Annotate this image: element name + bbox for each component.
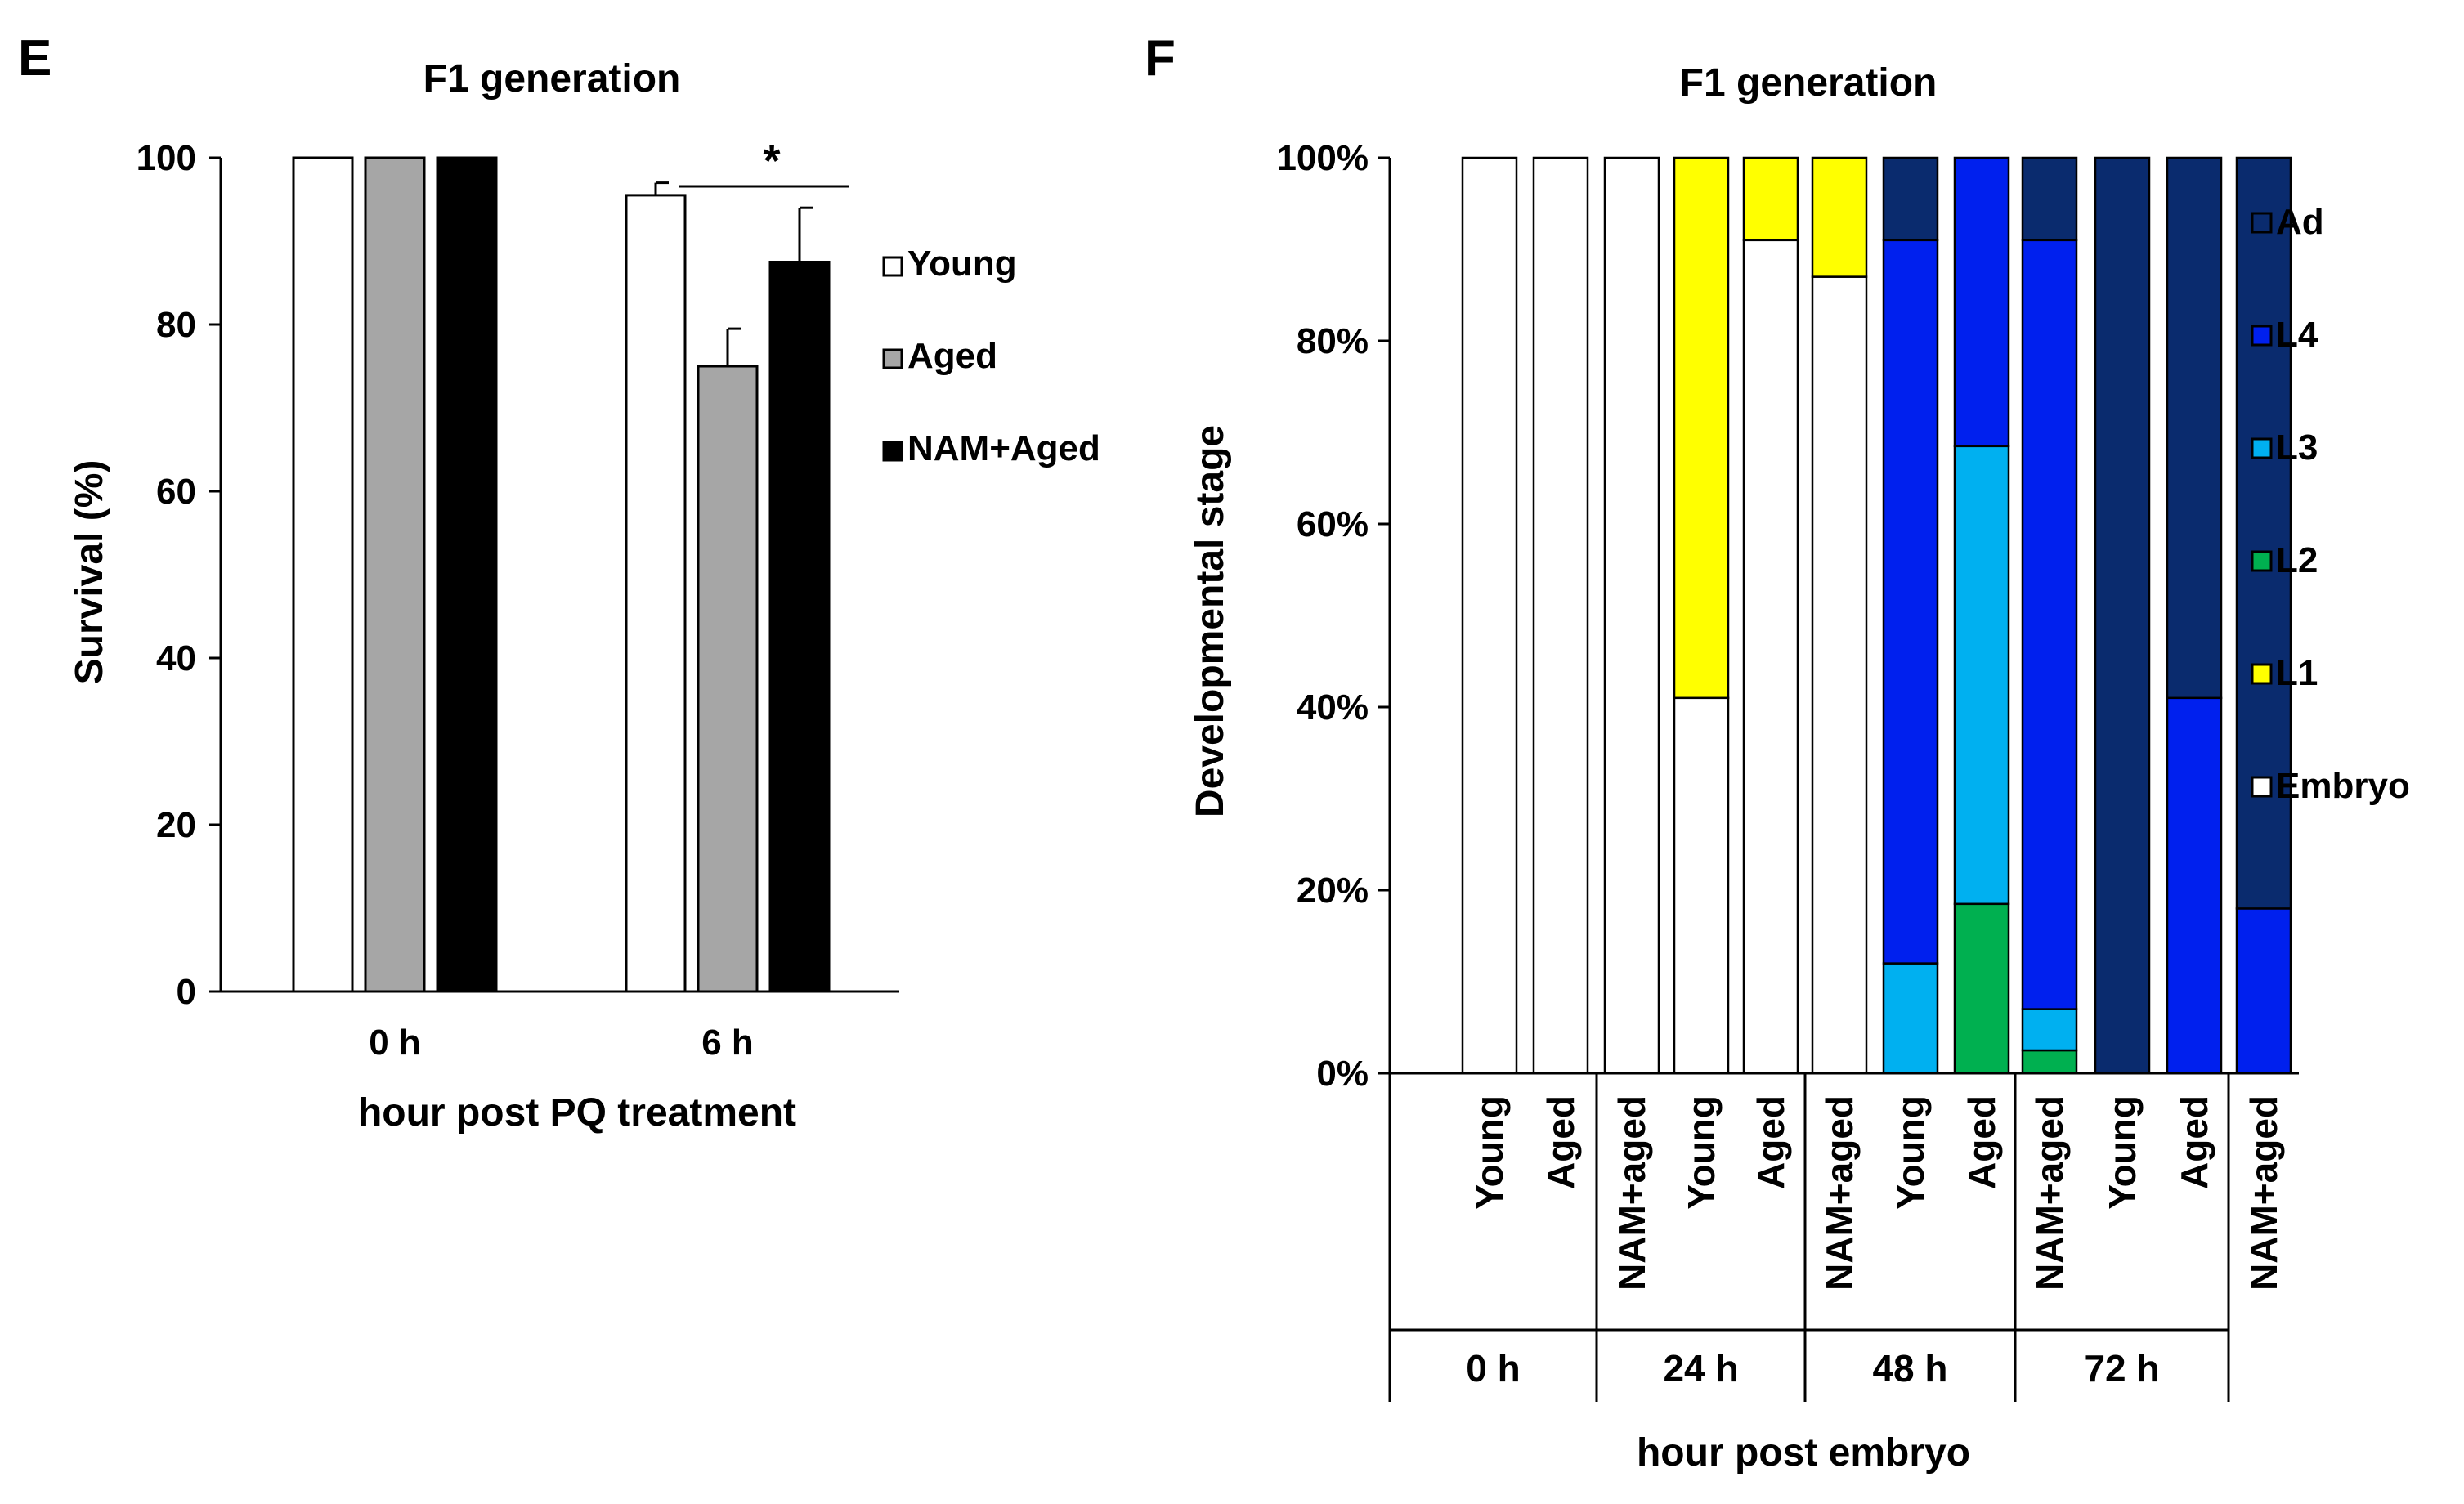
- chart-f-title: F1 generation: [1680, 61, 1938, 105]
- bar-segment-l4-7: [1882, 239, 1939, 965]
- bar-segment-l3-9: [2021, 1008, 2078, 1052]
- chart-f-bar-label-young: Young: [1680, 1095, 1723, 1210]
- bar-segment-l3-8: [1953, 445, 2010, 906]
- chart-e-y-tick-label: 100: [137, 138, 196, 178]
- legend-label-ad: Ad: [2276, 202, 2324, 242]
- bar-segment-l4-11: [2166, 696, 2223, 1075]
- legend-label-embryo: Embryo: [2276, 766, 2410, 806]
- legend-swatch-l2: [2251, 550, 2273, 572]
- chart-e-y-tick-label: 0: [177, 972, 196, 1012]
- chart-f-y-tick-label: 40%: [1297, 687, 1369, 727]
- bar-segment-l3-7: [1882, 962, 1939, 1075]
- bar-young-0-h: [292, 156, 354, 993]
- chart-f-bar-label-nam-aged: NAM+aged: [2242, 1095, 2285, 1291]
- bar-segment-embryo-6: [1811, 275, 1868, 1075]
- legend-swatch-embryo: [2251, 776, 2273, 798]
- bar-segment-ad-11: [2166, 156, 2223, 700]
- legend-swatch-l4: [2251, 325, 2273, 347]
- chart-f-bar-label-aged: Aged: [1749, 1095, 1792, 1189]
- bar-segment-l4-8: [1953, 156, 2010, 448]
- chart-f-y-axis-label: Developmental stage: [1189, 425, 1232, 817]
- legend-swatch-l3: [2251, 437, 2273, 459]
- bar-segment-l2-9: [2021, 1049, 2078, 1075]
- legend-label-nam-aged: NAM+Aged: [907, 428, 1100, 468]
- chart-f-bar-label-young: Young: [1889, 1095, 1932, 1210]
- significance-marker: *: [763, 137, 780, 186]
- bar-segment-l4-12: [2235, 907, 2292, 1075]
- chart-f-group-label: 24 h: [1663, 1347, 1738, 1390]
- chart-f-group-label: 0 h: [1466, 1347, 1520, 1390]
- chart-f-y-tick-label: 20%: [1297, 871, 1369, 911]
- chart-e-x-tick-label: 6 h: [701, 1023, 754, 1063]
- legend-swatch-ad: [2251, 212, 2273, 234]
- legend-label-l1: L1: [2276, 653, 2318, 693]
- bar-segment-l4-9: [2021, 239, 2078, 1010]
- legend-label-young: Young: [907, 244, 1017, 284]
- bar-segment-ad-7: [1882, 156, 1939, 242]
- bar-nam-aged-6-h: [768, 261, 831, 993]
- bar-segment-ad-10: [2094, 156, 2151, 1075]
- chart-f-y-tick-label: 60%: [1297, 504, 1369, 544]
- chart-f-bar-label-aged: Aged: [1539, 1095, 1582, 1189]
- bar-aged-0-h: [364, 156, 426, 993]
- legend-swatch-young: [882, 256, 903, 277]
- chart-f-bar-label-young: Young: [1468, 1095, 1511, 1210]
- legend-swatch-nam-aged: [882, 441, 903, 462]
- chart-f-group-label: 72 h: [2084, 1347, 2159, 1390]
- chart-e-y-tick-label: 80: [156, 305, 196, 345]
- chart-e-title: F1 generation: [423, 57, 681, 101]
- chart-e-y-tick-label: 20: [156, 805, 196, 845]
- bar-segment-ad-9: [2021, 156, 2078, 242]
- bar-segment-embryo-1: [1461, 156, 1518, 1075]
- legend-label-l2: L2: [2276, 540, 2318, 580]
- chart-f: 0% 20% 40% 60% 80% 100% Young Aged NAM+aged 0 h Yo…: [1276, 138, 2410, 1402]
- chart-f-bar-label-young: Young: [2101, 1095, 2144, 1210]
- bar-segment-l1-6: [1811, 156, 1868, 278]
- panel-letter-f: F: [1145, 30, 1176, 87]
- chart-f-bar-label-nam-aged: NAM+aged: [1611, 1095, 1653, 1291]
- chart-f-x-axis-label: hour post embryo: [1637, 1431, 1970, 1475]
- bar-segment-embryo-5: [1742, 239, 1799, 1075]
- panel-letter-e: E: [18, 30, 52, 87]
- bar-young-6-h: [625, 194, 687, 993]
- chart-e: 0 20 40 60 80 100 0 h 6 h * Young Aged NAM+Aged: [137, 137, 1100, 1063]
- bar-segment-l2-8: [1953, 902, 2010, 1075]
- legend-swatch-l1: [2251, 663, 2273, 685]
- chart-e-x-tick-label: 0 h: [369, 1023, 421, 1063]
- chart-f-group-label: 48 h: [1872, 1347, 1947, 1390]
- chart-f-y-tick-label: 100%: [1276, 138, 1369, 178]
- chart-f-bar-label-nam-aged: NAM+aged: [2028, 1095, 2071, 1291]
- chart-f-y-tick-label: 0%: [1316, 1054, 1369, 1094]
- chart-e-y-axis-label: Survival (%): [68, 460, 111, 685]
- bar-segment-l1-4: [1673, 156, 1730, 700]
- bar-nam-aged-0-h: [436, 156, 498, 993]
- bar-segment-embryo-3: [1603, 156, 1660, 1075]
- chart-e-y-tick-label: 40: [156, 638, 196, 678]
- legend-label-l4: L4: [2276, 315, 2318, 355]
- legend-swatch-aged: [882, 348, 903, 369]
- legend-label-aged: Aged: [907, 336, 997, 376]
- bar-segment-embryo-4: [1673, 696, 1730, 1075]
- chart-f-y-tick-label: 80%: [1297, 321, 1369, 361]
- bar-segment-embryo-2: [1532, 156, 1589, 1075]
- chart-f-bar-label-aged: Aged: [2173, 1095, 2215, 1189]
- chart-e-x-axis-label: hour post PQ treatment: [358, 1091, 796, 1135]
- bar-segment-l1-5: [1742, 156, 1799, 242]
- chart-f-bar-label-aged: Aged: [1960, 1095, 2003, 1189]
- legend-label-l3: L3: [2276, 427, 2318, 468]
- chart-f-bar-label-nam-aged: NAM+aged: [1818, 1095, 1861, 1291]
- chart-e-y-tick-label: 60: [156, 472, 196, 512]
- bar-aged-6-h: [697, 365, 759, 993]
